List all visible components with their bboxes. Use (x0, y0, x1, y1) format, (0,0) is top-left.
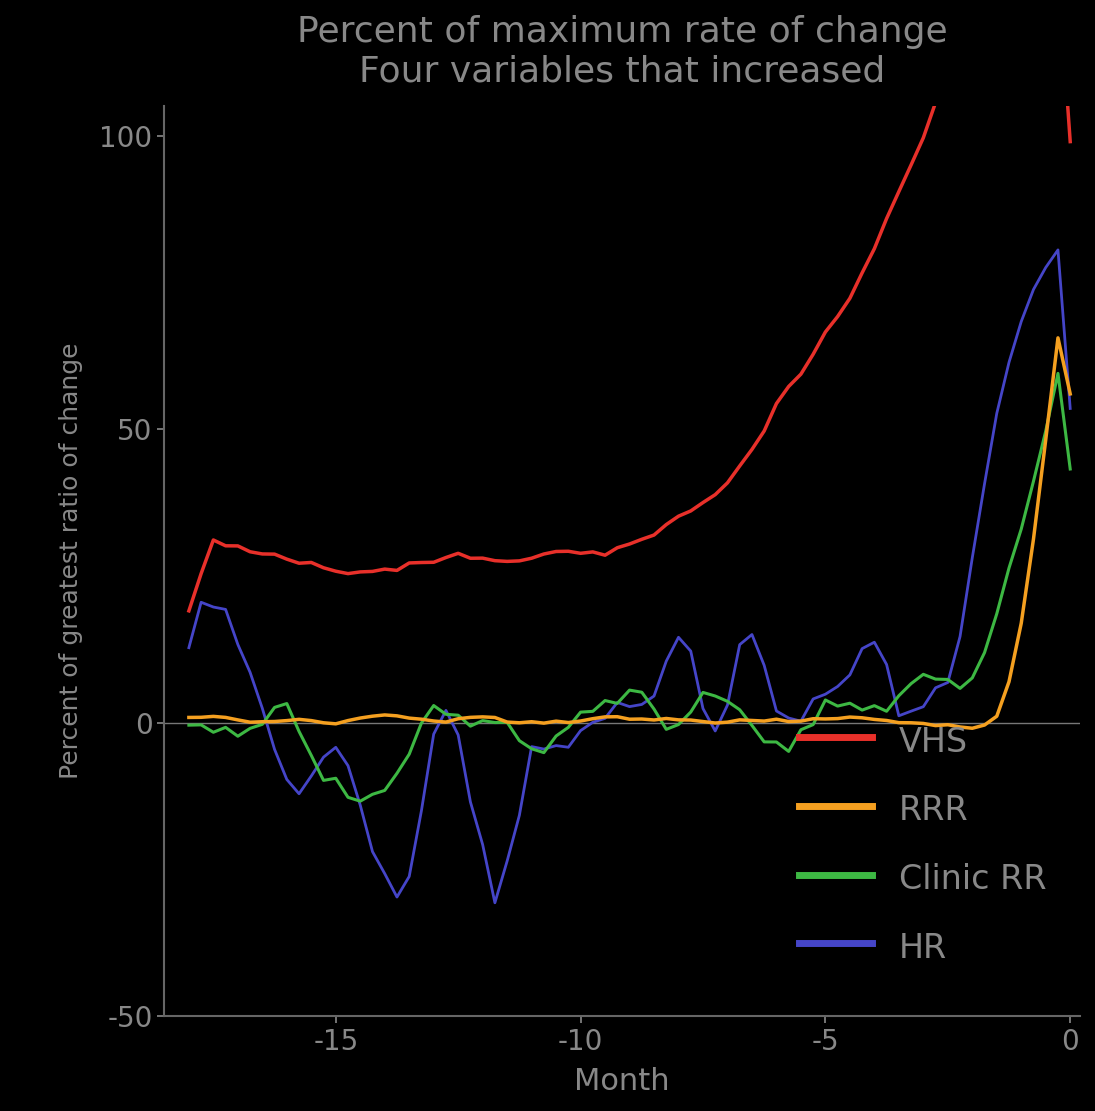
Legend: VHS, RRR, Clinic RR, HR: VHS, RRR, Clinic RR, HR (782, 707, 1063, 981)
X-axis label: Month: Month (575, 1067, 670, 1095)
Title: Percent of maximum rate of change
Four variables that increased: Percent of maximum rate of change Four v… (297, 16, 947, 89)
Y-axis label: Percent of greatest ratio of change: Percent of greatest ratio of change (59, 343, 83, 780)
